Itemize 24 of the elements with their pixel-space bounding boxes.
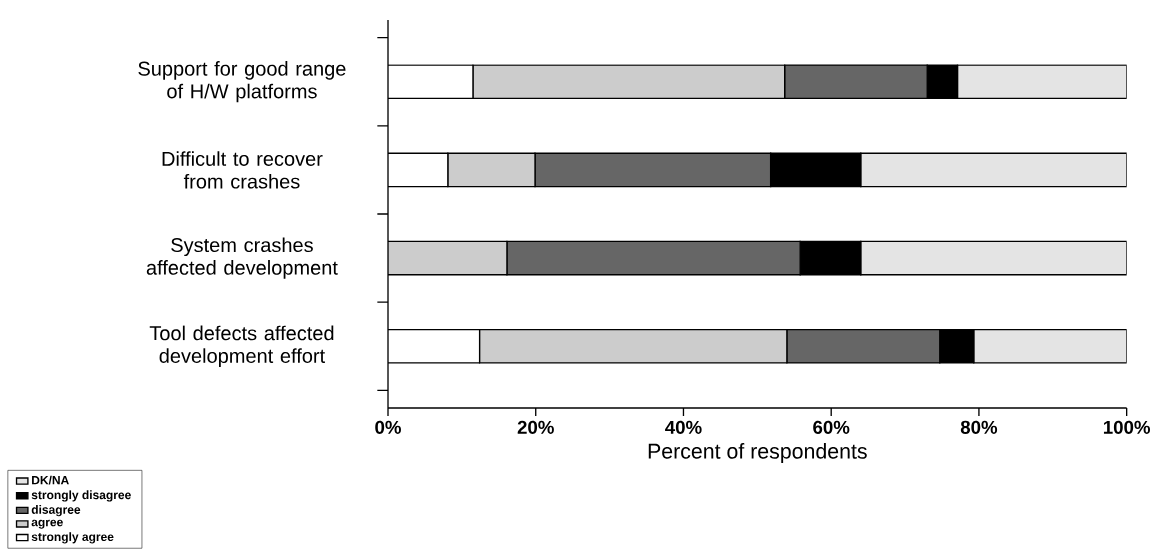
x-tick-label: 40% xyxy=(665,420,702,434)
x-tick-label: 0% xyxy=(375,420,401,434)
y-tick-label: System crashes affected development xyxy=(146,237,338,279)
bar xyxy=(447,152,536,188)
bar xyxy=(478,328,788,364)
bar xyxy=(388,240,508,276)
legend-label: agree xyxy=(31,519,63,529)
y-tick-label: Tool defects affected development effort xyxy=(149,325,334,367)
legend-label: DK/NA xyxy=(32,475,69,485)
bar xyxy=(472,64,786,100)
bar xyxy=(860,152,1127,188)
x-tick-label: 20% xyxy=(517,420,554,434)
y-tick-label: Difficult to recover from crashes xyxy=(162,151,323,189)
legend-label: strongly agree xyxy=(31,532,114,544)
x-axis-title: Percent of respondents xyxy=(648,443,867,463)
y-tick-label: Support for good range of H/W platforms xyxy=(138,61,346,103)
bar xyxy=(956,64,1127,100)
bar xyxy=(973,328,1127,364)
x-tick-label: 100% xyxy=(1103,420,1151,434)
bar xyxy=(860,240,1127,276)
x-tick-label: 80% xyxy=(960,420,998,434)
x-tick-label: 60% xyxy=(813,420,850,434)
legend-label: strongly disagree xyxy=(31,490,131,502)
legend-label: disagree xyxy=(31,505,81,517)
